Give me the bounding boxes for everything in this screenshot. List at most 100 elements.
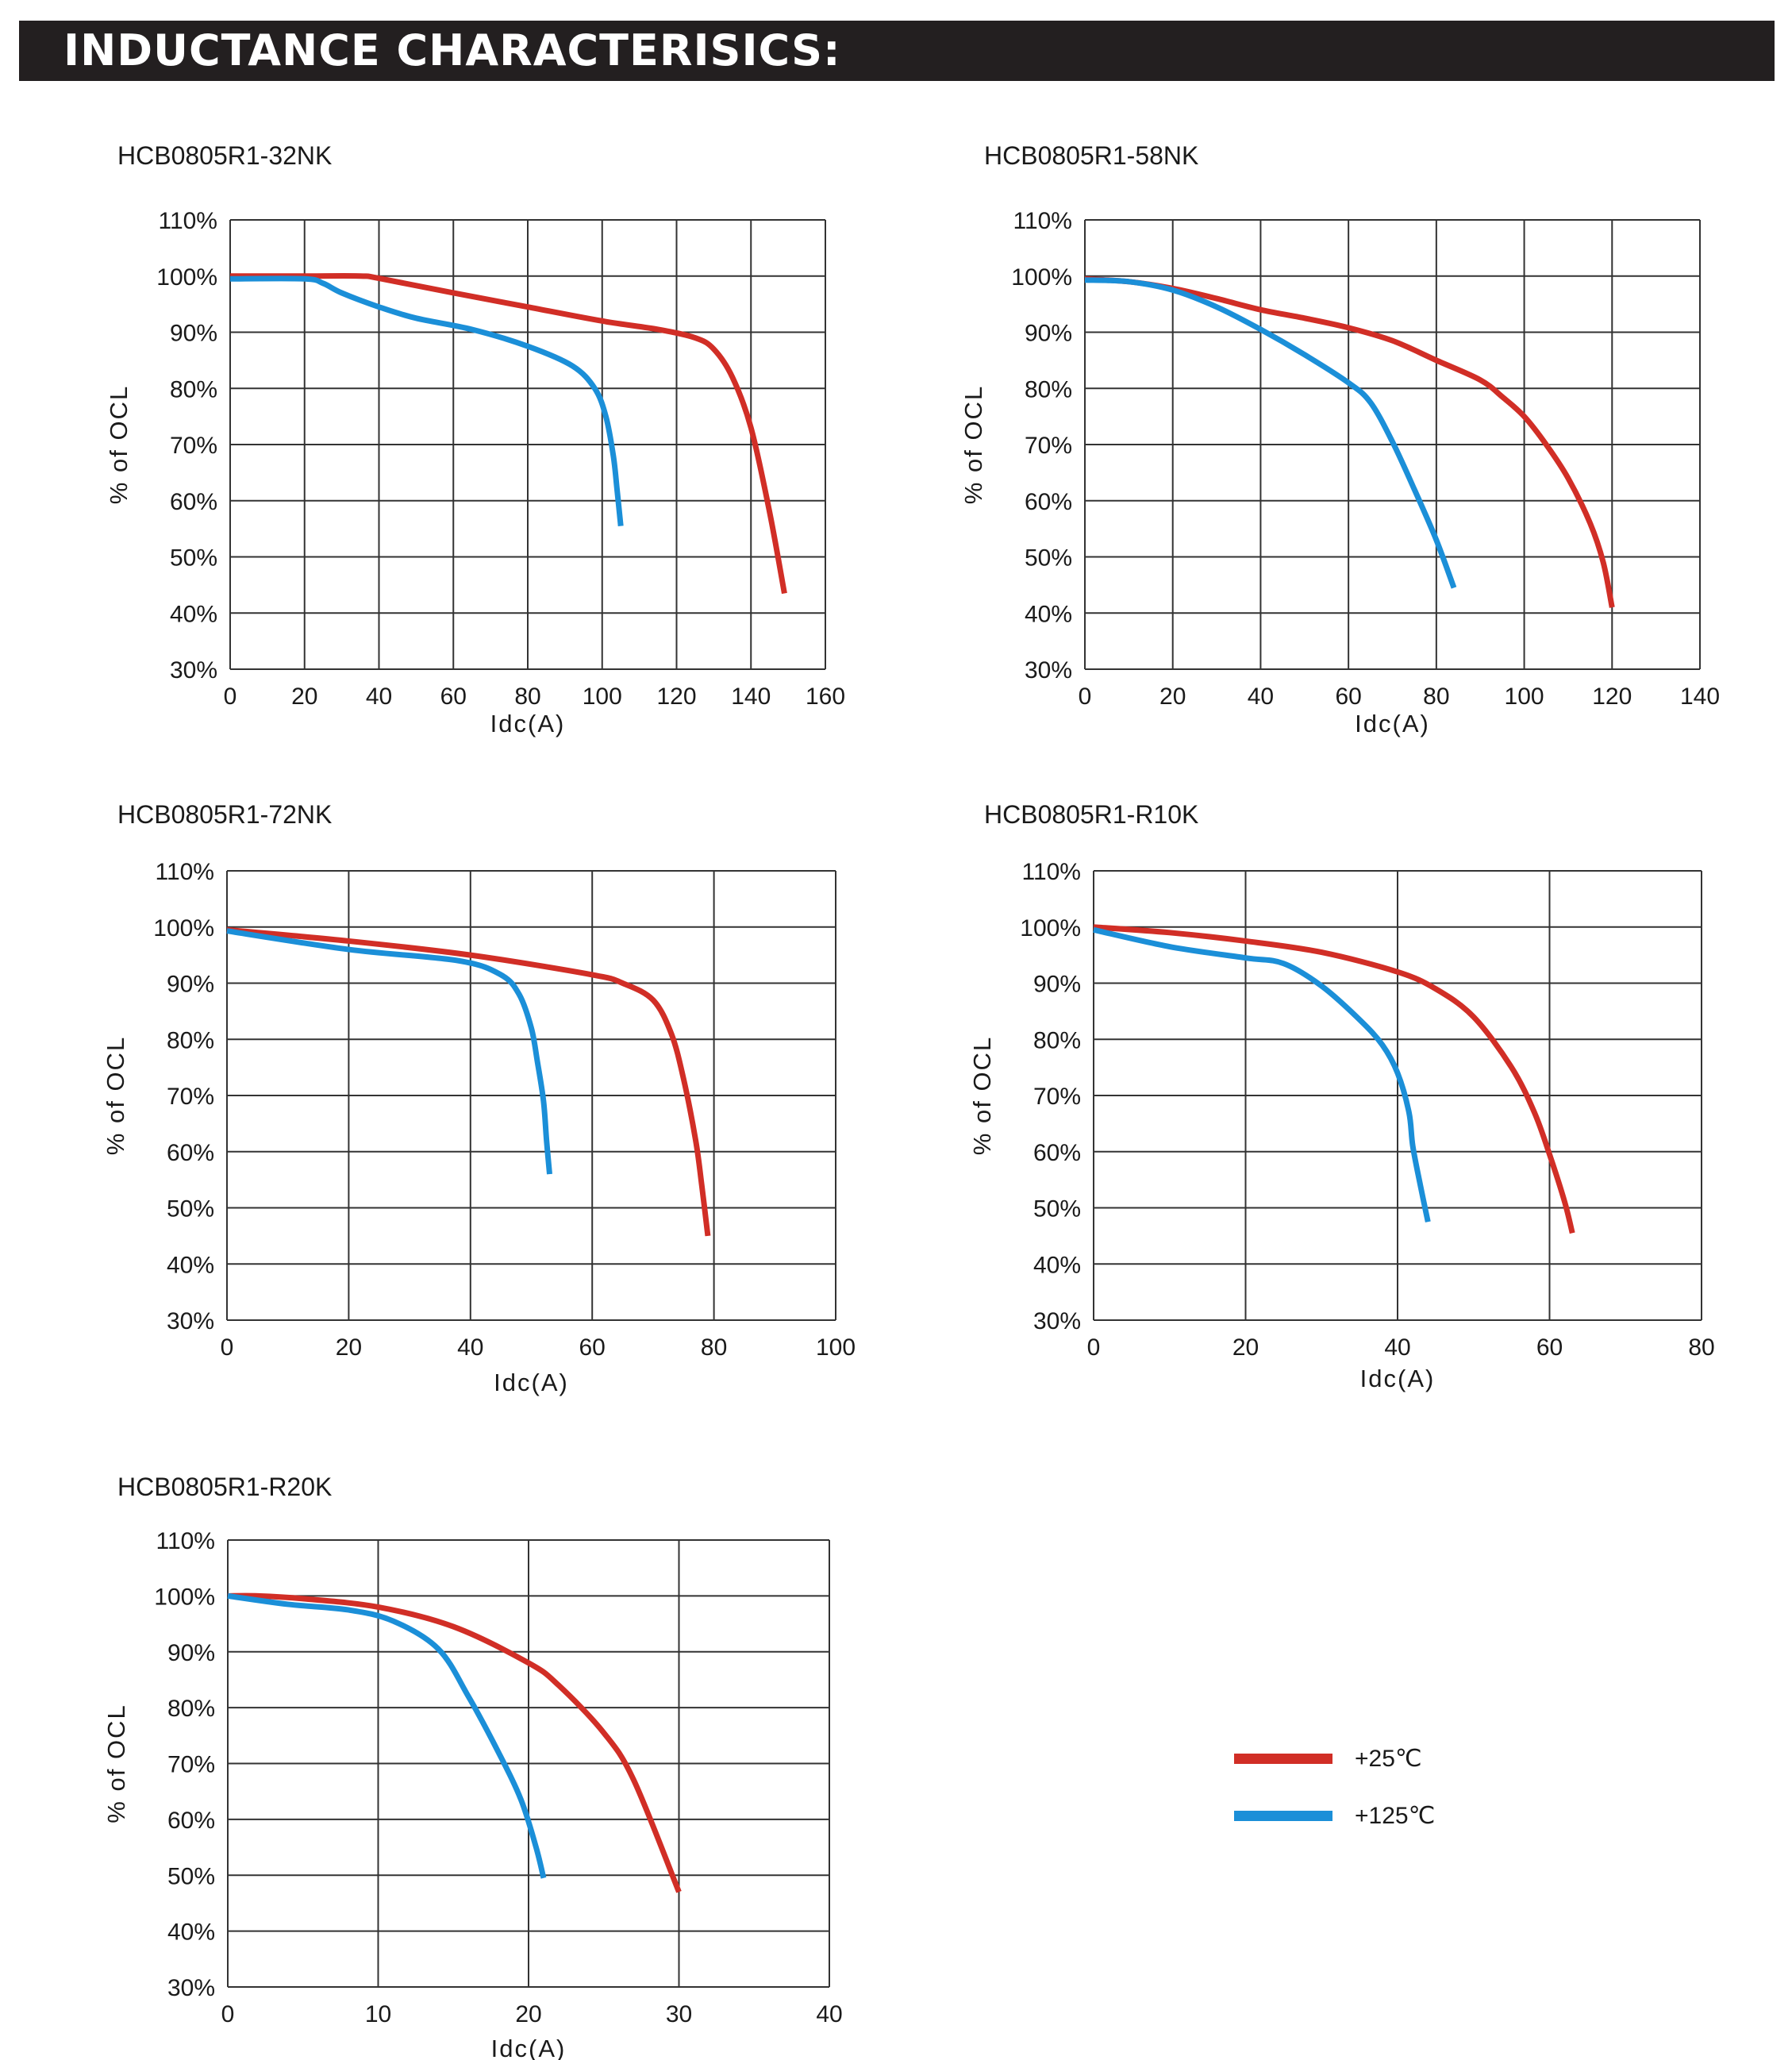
x-tick-label: 100 [583,683,622,710]
y-tick-label: 60% [167,1140,214,1166]
x-tick-label: 80 [701,1334,727,1361]
y-tick-label: 70% [170,433,217,459]
y-axis-label: % of OCL [102,1036,129,1155]
x-tick-label: 100 [816,1334,856,1361]
legend-swatch-red [1234,1754,1332,1764]
x-tick-label: 100 [1505,683,1544,710]
y-tick-label: 100% [154,1584,215,1610]
y-tick-label: 80% [1033,1027,1081,1053]
y-tick-label: 90% [167,1640,215,1666]
header-bar: INDUCTANCE CHARACTERISICS: [19,21,1775,81]
x-tick-label: 0 [1087,1334,1101,1361]
series-line-25c [1084,275,1615,608]
x-tick-label: 0 [1079,683,1092,710]
x-tick-label: 40 [457,1334,483,1361]
series-line-125c [229,275,624,526]
x-tick-label: 60 [440,683,467,710]
y-tick-label: 90% [1033,972,1081,998]
y-tick-label: 100% [153,915,214,941]
chart-5: HCB0805R1-R20K 30% 40% 50% 60% 70% 80% 90% 100% 1… [102,1473,843,2060]
y-tick-label: 40% [1025,601,1072,627]
x-tick-label: 60 [1335,683,1361,710]
y-tick-label: 80% [170,376,217,402]
chart-title: HCB0805R1-R20K [117,1473,332,1501]
legend-item-125c: +125℃ [1234,1800,1552,1832]
y-tick-label: 90% [170,321,217,347]
chart-4: HCB0805R1-R10K 30% 40% 50% 60% 70% 80% 90% 100% 1… [968,800,1715,1392]
y-tick-label: 30% [1025,657,1072,683]
series-line-125c [226,928,552,1175]
x-tick-label: 140 [1680,683,1720,710]
y-axis-label: % of OCL [105,385,133,504]
y-tick-label: 40% [167,1919,215,1946]
x-tick-label: 10 [365,2001,391,2027]
chart-title: HCB0805R1-72NK [117,800,332,829]
y-axis-label: % of OCL [968,1036,996,1155]
x-tick-label: 30 [666,2001,692,2027]
y-tick-label: 50% [167,1196,214,1223]
y-tick-label: 60% [1025,489,1072,515]
x-tick-label: 80 [514,683,540,710]
chart-1: HCB0805R1-32NK 30% 40% 50% 60% 70% 80% 90% 100% 1… [105,141,845,737]
x-tick-label: 40 [816,2001,842,2027]
x-axis-label: Idc(A) [491,2035,567,2060]
legend: +25℃ +125℃ [1234,1743,1552,1854]
y-tick-label: 110% [158,208,217,234]
y-tick-label: 50% [1033,1196,1081,1223]
chart-title: HCB0805R1-R10K [984,800,1198,829]
chart-2: HCB0805R1-58NK 30% 40% 50% 60% 70% 80% 90% 100% 1… [959,141,1720,737]
x-tick-label: 0 [224,683,237,710]
chart-title: HCB0805R1-58NK [984,141,1198,170]
y-axis-label: % of OCL [959,385,987,504]
legend-label: +25℃ [1355,1746,1422,1772]
x-tick-label: 40 [1384,1334,1410,1361]
x-tick-label: 60 [1536,1334,1563,1361]
x-tick-label: 120 [1592,683,1632,710]
y-tick-label: 90% [1025,321,1072,347]
y-tick-label: 50% [167,1863,215,1889]
y-tick-label: 70% [167,1084,214,1110]
chart-3: HCB0805R1-72NK 30% 40% 50% 60% 70% 80% 90% 100% 1… [102,800,856,1396]
y-tick-label: 100% [1011,264,1072,291]
series-line-25c [226,926,711,1237]
x-tick-label: 140 [731,683,771,710]
x-tick-label: 80 [1688,1334,1714,1361]
x-tick-label: 160 [806,683,845,710]
y-tick-label: 110% [1021,859,1081,885]
y-tick-label: 100% [1020,915,1081,941]
y-tick-label: 40% [167,1252,214,1278]
x-tick-label: 20 [1232,1334,1259,1361]
y-tick-label: 100% [156,264,217,291]
y-tick-label: 30% [170,657,217,683]
series-line-125c [1093,926,1431,1223]
series-line-125c [1084,277,1457,589]
y-tick-label: 70% [1025,433,1072,459]
y-axis-label: % of OCL [102,1704,130,1823]
x-axis-label: Idc(A) [494,1369,569,1396]
y-tick-label: 40% [1033,1252,1081,1278]
x-tick-label: 40 [1248,683,1274,710]
y-tick-label: 60% [170,489,217,515]
x-tick-label: 120 [656,683,696,710]
chart-title: HCB0805R1-32NK [117,141,332,170]
y-tick-label: 90% [167,972,214,998]
y-tick-label: 60% [1033,1140,1081,1166]
x-tick-label: 0 [221,2001,235,2027]
y-tick-label: 80% [167,1027,214,1053]
y-tick-label: 110% [1013,208,1072,234]
y-tick-label: 70% [1033,1084,1081,1110]
x-tick-label: 0 [221,1334,234,1361]
y-tick-label: 30% [1033,1308,1081,1334]
series-line-25c [227,1592,682,1893]
y-tick-label: 60% [167,1808,215,1834]
page-title: INDUCTANCE CHARACTERISICS: [63,25,841,75]
x-tick-label: 80 [1423,683,1449,710]
x-axis-label: Idc(A) [1360,1365,1436,1392]
y-tick-label: 80% [1025,376,1072,402]
x-axis-label: Idc(A) [1355,710,1430,737]
x-tick-label: 60 [579,1334,606,1361]
series-line-25c [230,273,787,595]
y-tick-label: 110% [156,1528,215,1554]
x-tick-label: 40 [366,683,392,710]
